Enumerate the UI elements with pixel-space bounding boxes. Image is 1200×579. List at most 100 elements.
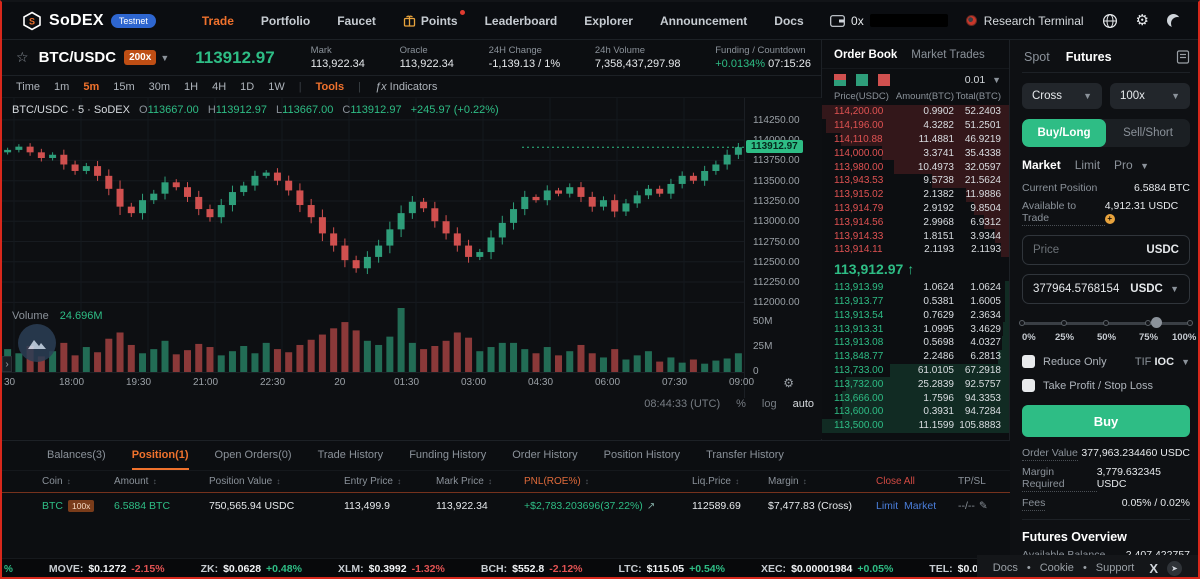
logo[interactable]: S SoDEX Testnet [22,11,156,31]
wallet-address[interactable]: 0x [830,14,948,28]
slider-tick[interactable] [1019,320,1025,326]
interval-30m[interactable]: 30m [148,80,171,93]
price-input[interactable]: Price USDC [1022,235,1190,265]
buy-long-toggle[interactable]: Buy/Long [1022,119,1106,147]
interval-1m[interactable]: 1m [54,80,70,93]
slider-tick[interactable] [1187,320,1193,326]
position-row[interactable]: BTC 100x 6.5884 BTC 750,565.94 USDC 113,4… [2,493,1010,519]
tab-transfer-history[interactable]: Transfer History [706,449,784,461]
slider-handle[interactable] [1151,317,1163,328]
buy-button[interactable]: Buy [1022,405,1190,437]
theme-moon-icon[interactable] [1167,14,1180,27]
slider-tick[interactable] [1061,320,1067,326]
swap-coin-icon[interactable]: + [1104,214,1115,224]
tab-position-history[interactable]: Position History [603,449,681,461]
tpsl-checkbox[interactable] [1022,379,1035,392]
footer-link-docs[interactable]: Docs [992,562,1018,574]
pair-dropdown-caret-icon[interactable]: ▼ [160,52,170,63]
ask-row[interactable]: 114,000.00 3.3741 35.4338 [822,146,1009,161]
bid-row[interactable]: 113,913.77 0.5381 1.6005 [822,294,1009,309]
col-mark-price[interactable]: Mark Price ↕ [436,476,493,487]
nav-item-docs[interactable]: Docs [774,14,803,28]
col-coin[interactable]: Coin ↕ [42,476,71,487]
bid-row[interactable]: 113,666.00 1.7596 94.3353 [822,391,1009,405]
interval-15m[interactable]: 15m [113,80,135,93]
leverage-select[interactable]: 100x ▼ [1110,83,1190,109]
size-slider[interactable] [1019,317,1193,328]
interval-4H[interactable]: 4H [212,80,227,93]
close-limit-button[interactable]: Limit [876,500,899,512]
sort-icon[interactable]: ↕ [274,477,281,486]
sort-icon[interactable]: ↕ [64,477,71,486]
ask-row[interactable]: 113,943.53 9.5738 21.5624 [822,173,1009,188]
bid-row[interactable]: 113,913.54 0.7629 2.3634 [822,308,1009,323]
col-entry-price[interactable]: Entry Price ↕ [344,476,402,487]
tab-order-book[interactable]: Order Book [834,49,898,61]
order-form-icon[interactable] [1176,50,1190,64]
col-position-value[interactable]: Position Value ↕ [209,476,281,487]
ask-row[interactable]: 113,980.00 10.4973 32.0597 [822,160,1009,174]
bid-row[interactable]: 113,913.08 0.5698 4.0327 [822,335,1009,350]
research-terminal-link[interactable]: Research Terminal [965,14,1084,28]
slider-tick[interactable] [1145,320,1151,326]
language-globe-icon[interactable] [1102,13,1118,29]
bid-row[interactable]: 113,913.99 1.0624 1.0624 [822,280,1009,295]
order-type-limit[interactable]: Limit [1074,158,1101,172]
close-market-button[interactable]: Market [904,500,937,512]
x-twitter-icon[interactable]: X [1149,560,1158,576]
indicators-button[interactable]: ƒx Indicators [374,80,438,93]
edit-tpsl-icon[interactable]: ✎ [978,500,988,512]
interval-5m[interactable]: 5m [83,80,100,93]
percent-scale-toggle[interactable]: % [736,398,746,410]
reduce-only-checkbox[interactable] [1022,355,1035,368]
favorite-star-icon[interactable]: ☆ [16,49,29,65]
bid-row[interactable]: 113,600.00 0.3931 94.7284 [822,404,1009,419]
ticker-item[interactable]: ZK: $0.0628 +0.48% [201,563,302,575]
interval-1D[interactable]: 1D [240,80,255,93]
nav-item-explorer[interactable]: Explorer [584,14,633,28]
ticker-item[interactable]: LTC: $115.05 +0.54% [619,563,725,575]
tab-spot[interactable]: Spot [1024,50,1050,64]
bid-row[interactable]: 113,732.00 25.2839 92.5757 [822,377,1009,392]
telegram-icon[interactable]: ➤ [1167,560,1182,576]
pair-symbol[interactable]: BTC/USDC [38,49,117,66]
pane-expander-icon[interactable]: › [2,356,12,372]
tools-button[interactable]: Tools [315,80,345,93]
tif-select[interactable]: TIF IOC ▼ [1134,355,1190,368]
nav-item-points[interactable]: Points [403,9,465,28]
book-view-bids-icon[interactable] [856,74,868,86]
footer-link-cookie[interactable]: Cookie [1039,562,1074,574]
ask-row[interactable]: 114,196.00 4.3282 51.2501 [822,118,1009,133]
tab-futures[interactable]: Futures [1065,50,1112,64]
axis-settings-icon[interactable]: ⚙ [783,376,794,390]
slider-tick[interactable] [1103,320,1109,326]
bid-row[interactable]: 113,500.00 11.1599 105.8883 [822,418,1009,433]
share-pnl-icon[interactable]: ↗ [646,501,656,512]
log-scale-toggle[interactable]: log [761,398,777,410]
sort-icon[interactable]: ↕ [582,477,589,486]
mid-price[interactable]: 113,912.97 ↑ [834,260,915,277]
tab-position-[interactable]: Position(1) [131,449,189,470]
sort-icon[interactable]: ↕ [800,477,807,486]
col-margin[interactable]: Margin ↕ [768,476,807,487]
tab-order-history[interactable]: Order History [512,449,578,461]
sort-icon[interactable]: ↕ [485,477,493,486]
nav-item-announcement[interactable]: Announcement [660,14,747,28]
tab-funding-history[interactable]: Funding History [409,449,487,461]
ask-row[interactable]: 113,915.02 2.1382 11.9886 [822,187,1009,202]
interval-1H[interactable]: 1H [184,80,199,93]
order-type-market[interactable]: Market [1022,158,1061,172]
col-pnl-roe-[interactable]: PNL(ROE%) ↕ [524,476,589,487]
ticker-item[interactable]: MOVE: $0.1272 -2.15% [49,563,165,575]
nav-item-trade[interactable]: Trade [202,14,234,28]
nav-item-faucet[interactable]: Faucet [337,14,376,28]
ticker-item[interactable]: BCH: $552.8 -2.12% [481,563,583,575]
chart-area[interactable]: BTC/USDC · 5 · SoDEX O113667.00 H113912.… [2,98,822,439]
bid-row[interactable]: 113,913.31 1.0995 3.4629 [822,322,1009,336]
tab-market-trades[interactable]: Market Trades [911,49,985,61]
ask-row[interactable]: 113,914.79 2.9192 9.8504 [822,201,1009,216]
amount-unit-select[interactable]: USDC ▼ [1130,283,1179,295]
bid-row[interactable]: 113,733.00 61.0105 67.2918 [822,363,1009,378]
auto-scale-toggle[interactable]: auto [792,398,814,410]
tab-open-orders-[interactable]: Open Orders(0) [214,449,292,461]
